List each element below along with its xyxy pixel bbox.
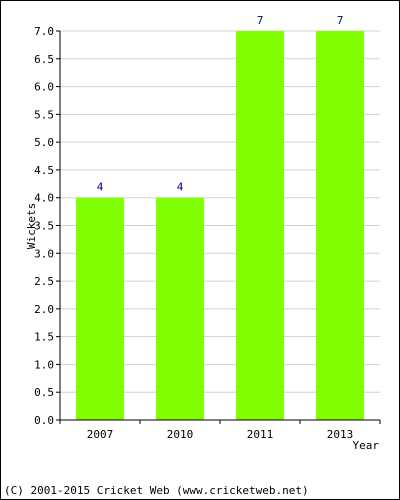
y-tick-label: 3.5 bbox=[34, 220, 54, 233]
y-tick-label: 0.0 bbox=[34, 414, 54, 427]
y-tick-label: 4.5 bbox=[34, 164, 54, 177]
y-tick-label: 7.0 bbox=[34, 25, 54, 38]
y-tick-labels: 0.0 0.5 1.0 1.5 2.0 2.5 3.0 3.5 4.0 4.5 5.0 5.5 6.0 6… bbox=[34, 25, 54, 427]
x-axis-label: Year bbox=[353, 439, 380, 452]
x-tick-label-2010: 2010 bbox=[167, 428, 194, 441]
bar-2013 bbox=[316, 31, 364, 420]
y-tick-label: 1.5 bbox=[34, 331, 54, 344]
y-tick-label: 5.0 bbox=[34, 136, 54, 149]
bars bbox=[76, 31, 364, 420]
y-tick-label: 4.0 bbox=[34, 192, 54, 205]
y-tick-label: 2.5 bbox=[34, 275, 54, 288]
data-label-2007: 4 bbox=[97, 181, 104, 194]
bar-2007 bbox=[76, 197, 124, 420]
y-tick-label: 3.0 bbox=[34, 247, 54, 260]
y-tick-label: 2.0 bbox=[34, 303, 54, 316]
x-tick-label-2007: 2007 bbox=[87, 428, 114, 441]
data-label-2013: 7 bbox=[337, 14, 344, 27]
axes bbox=[56, 30, 381, 424]
y-tick-label: 5.5 bbox=[34, 108, 54, 121]
bar-2011 bbox=[236, 31, 284, 420]
data-label-2010: 4 bbox=[177, 181, 184, 194]
y-axis-label: Wickets bbox=[25, 203, 38, 249]
copyright-footer: (C) 2001-2015 Cricket Web (www.cricketwe… bbox=[4, 484, 309, 497]
bar-2010 bbox=[156, 197, 204, 420]
y-tick-label: 1.0 bbox=[34, 358, 54, 371]
data-label-2011: 7 bbox=[257, 14, 264, 27]
y-tick-label: 6.0 bbox=[34, 81, 54, 94]
y-tick-label: 6.5 bbox=[34, 53, 54, 66]
x-tick-labels: 2007 2010 2011 2013 bbox=[87, 428, 354, 441]
data-labels: 4 4 7 7 bbox=[97, 14, 344, 194]
x-tick-label-2011: 2011 bbox=[247, 428, 274, 441]
x-tick-label-2013: 2013 bbox=[327, 428, 354, 441]
y-tick-label: 0.5 bbox=[34, 386, 54, 399]
